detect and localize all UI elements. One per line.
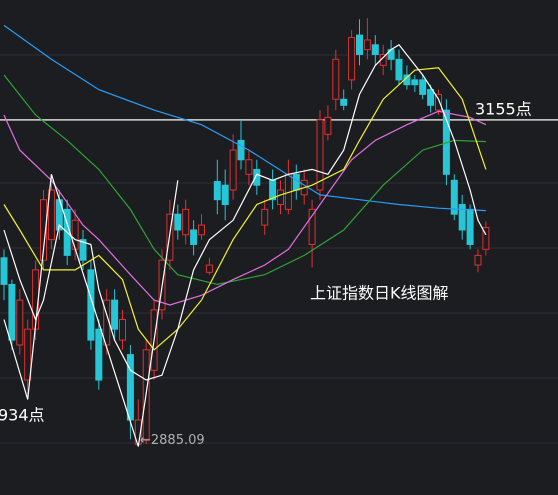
candle-body [111,299,119,330]
candle-body [71,219,79,250]
candle-body [126,354,134,421]
candle-body [435,93,442,111]
candle-body [213,181,221,201]
ma-line [3,74,486,286]
candle-body [40,199,47,261]
candle-body [340,98,348,106]
candle-body [419,79,427,95]
candle-body [245,159,253,175]
level-label: 3155点 [475,99,532,118]
chart-title: 上证指数日K线图解 [310,284,449,303]
candle-body [474,254,482,266]
candles [0,18,490,447]
candle-body [332,58,340,100]
candle-body [87,269,95,341]
ma-line [3,67,487,351]
candle-body [450,179,458,215]
candle-body [316,119,324,191]
ma-line [3,44,487,381]
wave-label: 934点 [0,406,45,425]
candle-body [190,229,198,245]
candle-body [198,224,205,236]
candle-body [427,89,435,106]
candle-body [324,116,332,135]
ma-line [3,24,486,212]
candle-body [482,227,490,250]
candle-body [0,257,8,285]
ma-line [3,174,179,447]
candle-body [466,208,474,245]
candle-body [205,264,213,273]
candle-body [237,139,245,161]
candle-body [277,189,284,206]
candle-body [395,58,403,81]
candle-body [174,213,182,231]
candle-body [221,184,229,206]
candle-body [229,149,237,191]
candle-body [363,39,371,51]
candle-body [348,37,356,81]
candle-body [356,34,363,55]
candle-body [119,319,126,341]
candle-body [371,44,379,55]
candle-body [16,299,24,346]
candle-body [253,168,261,186]
candle-body [308,208,316,245]
candle-body [47,189,55,241]
candle-body [411,79,419,86]
candle-body [182,208,190,236]
ma-line [3,110,487,306]
candle-body [261,208,269,226]
candle-body [8,283,16,341]
low-label: ←2885.09 [140,433,205,448]
candle-body [79,239,87,261]
candle-body [95,328,103,381]
candle-body [458,204,466,231]
candle-body [24,328,32,381]
